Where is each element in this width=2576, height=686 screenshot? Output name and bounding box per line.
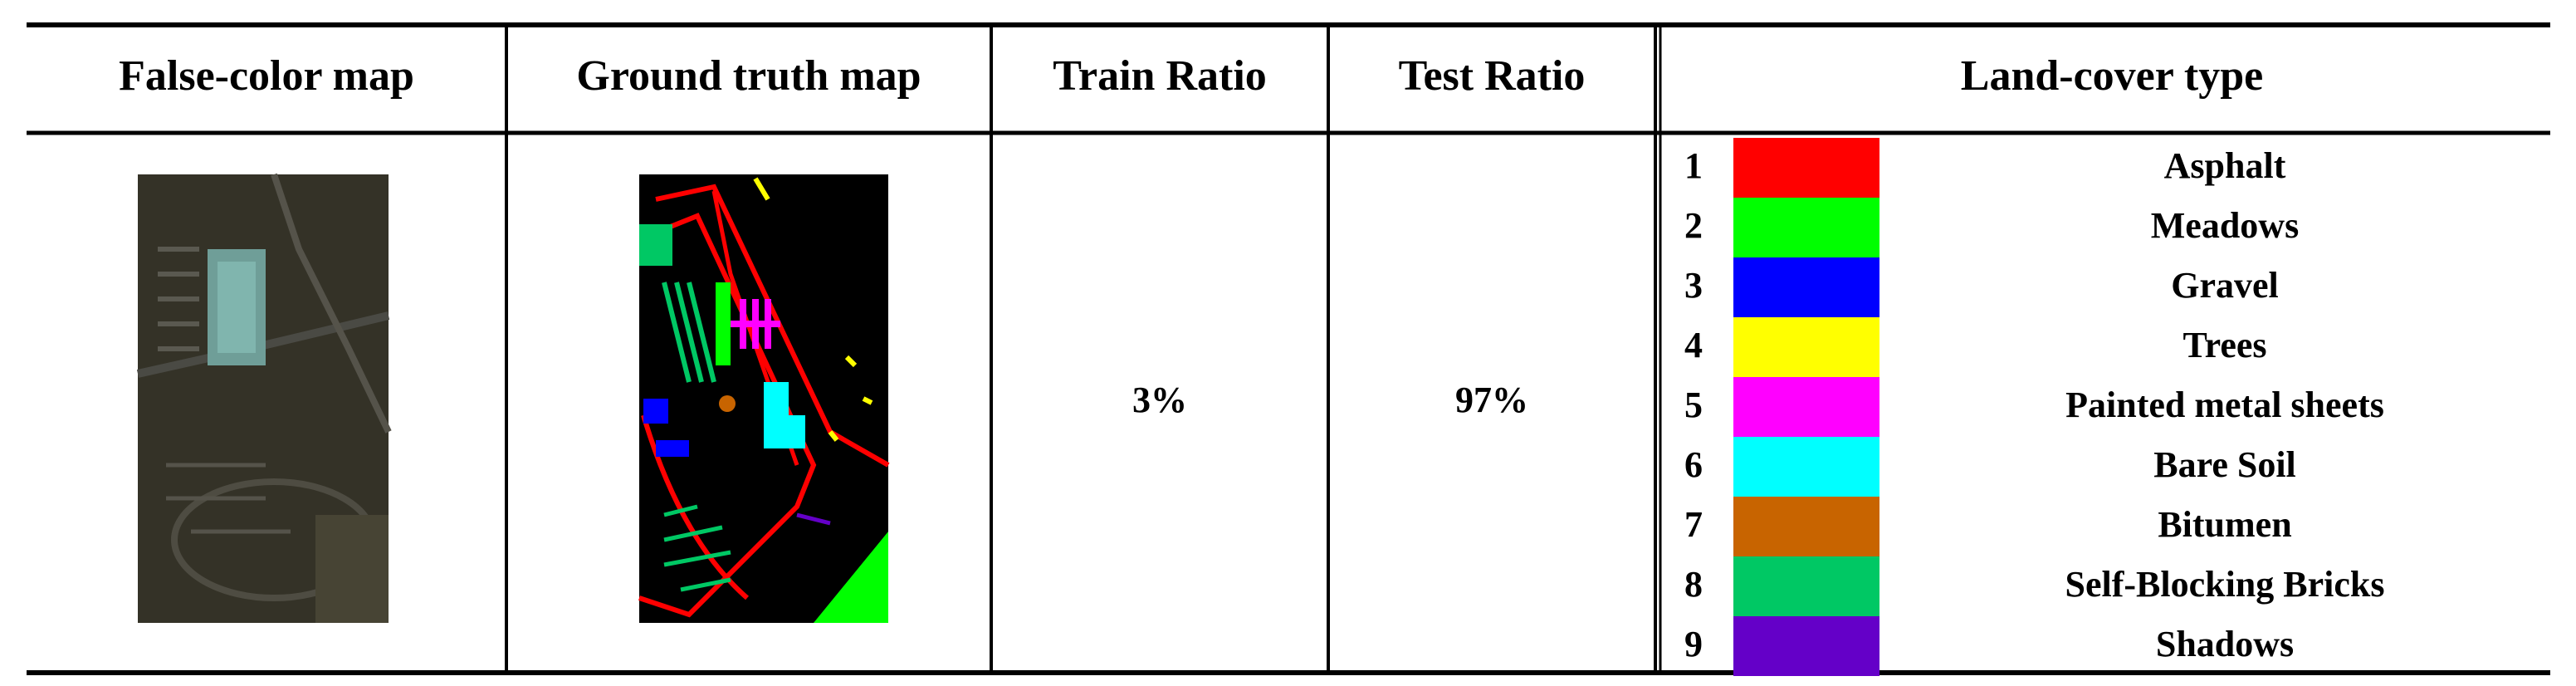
class-number: 5 [1684,385,1703,425]
ground-truth-image [638,174,890,623]
class-name: Gravel [2171,265,2279,306]
class-name: Bitumen [2158,504,2291,545]
header: Train Ratio [1053,52,1267,100]
class-number: 8 [1684,564,1703,605]
color-swatch [1733,317,1879,377]
class-number: 2 [1684,205,1703,246]
color-swatch [1733,138,1879,198]
header: Ground truth map [576,52,921,100]
class-number: 4 [1684,325,1703,365]
class-name: Bare Soil [2153,444,2296,485]
header: Land-cover type [1961,52,2263,100]
class-name: Meadows [2151,205,2299,246]
test-ratio: 97% [1455,380,1528,420]
class-name: Asphalt [2164,145,2286,186]
class-name: Shadows [2156,624,2294,664]
color-swatch [1733,257,1879,317]
train-ratio: 3% [1132,380,1187,420]
class-number: 3 [1684,265,1703,306]
class-name: Trees [2183,325,2267,365]
color-swatch [1733,556,1879,616]
class-number: 9 [1684,624,1703,664]
header: False-color map [119,52,414,100]
class-name: Painted metal sheets [2065,385,2384,425]
false-color-image [136,173,392,623]
color-swatch [1733,437,1879,497]
color-swatch [1733,377,1879,437]
class-name: Self-Blocking Bricks [2065,564,2384,605]
color-swatch [1733,497,1879,556]
class-number: 7 [1684,504,1703,545]
class-number: 1 [1684,145,1703,186]
header: Test Ratio [1399,52,1586,100]
color-swatch [1733,616,1879,676]
class-number: 6 [1684,444,1703,485]
color-swatch [1733,198,1879,257]
